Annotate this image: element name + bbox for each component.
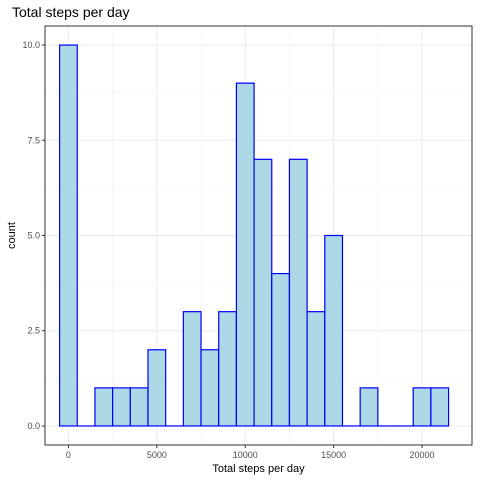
histogram-bar (306, 311, 326, 427)
x-axis: 0 5000 10000 15000 20000 (66, 445, 435, 460)
histogram-bar (253, 158, 273, 427)
histogram-bar (271, 272, 291, 427)
x-tick-label: 15000 (321, 450, 346, 460)
histogram-bar (412, 387, 432, 427)
y-tick-label: 2.5 (27, 326, 40, 336)
bars (58, 44, 450, 427)
histogram-bar (235, 82, 255, 427)
x-tick-label: 10000 (233, 450, 258, 460)
y-tick-label: 10.0 (22, 40, 40, 50)
x-axis-label: Total steps per day (212, 463, 305, 475)
histogram-bar (200, 349, 220, 427)
histogram-bar (359, 387, 379, 427)
histogram-bar (324, 234, 344, 427)
histogram-bar (430, 387, 450, 427)
histogram-bar (129, 387, 149, 427)
x-tick-label: 5000 (147, 450, 167, 460)
histogram-bar (288, 158, 308, 427)
histogram-bar (182, 311, 202, 427)
histogram-bar (112, 387, 131, 427)
x-tick-label: 0 (66, 450, 71, 460)
y-tick-label: 0.0 (27, 421, 40, 431)
y-tick-label: 5.0 (27, 231, 40, 241)
y-axis-label: count (6, 222, 18, 249)
histogram-bar (147, 349, 167, 427)
histogram-bar (94, 387, 114, 427)
chart-title: Total steps per day (12, 4, 130, 20)
histogram-bar (58, 44, 78, 427)
y-tick-label: 7.5 (27, 135, 40, 145)
histogram-bar (218, 311, 237, 427)
x-tick-label: 20000 (410, 450, 435, 460)
y-axis: 0.0 2.5 5.0 7.5 10.0 (22, 40, 45, 431)
